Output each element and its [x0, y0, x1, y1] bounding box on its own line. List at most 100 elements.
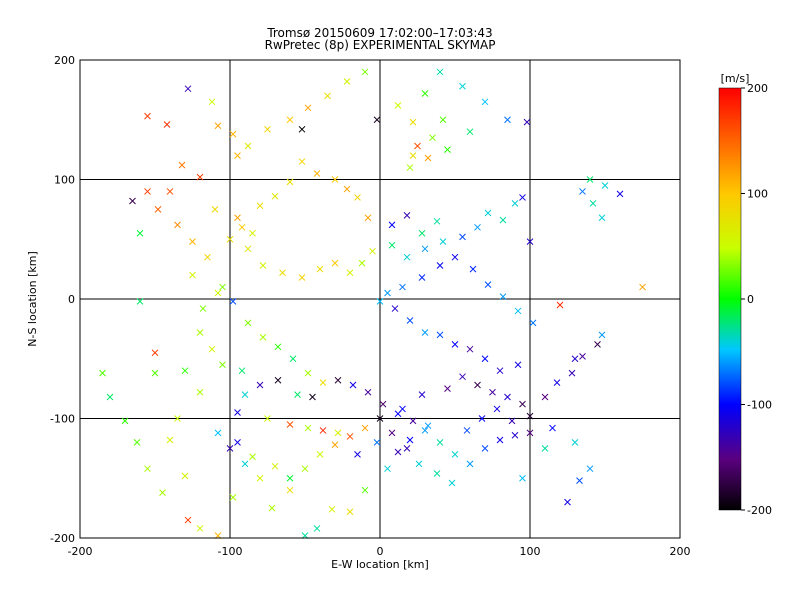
data-point-67: [489, 388, 496, 396]
data-point-184: [493, 405, 501, 413]
data-point-71: [541, 393, 549, 401]
data-point-27: [304, 424, 312, 432]
y-tick-label-4: 200: [54, 54, 75, 67]
data-point-3: [144, 112, 151, 120]
data-point-45: [406, 436, 414, 444]
data-point-83: [406, 317, 414, 324]
data-point-164: [409, 417, 417, 425]
colorbar-label: [m/s]: [721, 72, 750, 85]
data-point-28: [319, 427, 327, 434]
data-point-138: [388, 241, 396, 249]
data-point-203: [189, 238, 196, 245]
data-point-132: [298, 274, 306, 281]
data-point-70: [526, 412, 534, 420]
data-point-126: [256, 202, 264, 210]
data-point-31: [249, 453, 256, 461]
data-point-219: [373, 116, 381, 124]
data-point-117: [388, 221, 396, 229]
data-point-116: [403, 211, 411, 219]
data-point-216: [459, 82, 466, 90]
data-point-125: [271, 192, 279, 200]
data-point-183: [478, 415, 486, 422]
data-point-188: [196, 329, 204, 336]
data-point-157: [304, 369, 312, 377]
data-point-130: [259, 262, 267, 269]
data-point-177: [388, 429, 396, 437]
data-point-34: [181, 472, 189, 480]
data-point-207: [214, 122, 222, 130]
x-axis-label: E-W location [km]: [331, 558, 429, 571]
data-point-202: [204, 253, 211, 261]
data-point-172: [316, 450, 324, 458]
data-point-118: [364, 214, 372, 222]
data-point-193: [174, 415, 181, 422]
data-point-51: [496, 436, 504, 444]
data-point-223: [196, 525, 204, 532]
data-point-143: [474, 223, 481, 231]
data-point-161: [364, 388, 372, 396]
data-point-178: [403, 445, 411, 452]
data-point-82: [421, 329, 429, 336]
data-point-192: [196, 388, 204, 396]
data-point-36: [184, 516, 192, 524]
data-point-128: [226, 235, 234, 243]
data-point-211: [304, 104, 312, 112]
data-point-167: [226, 445, 234, 452]
data-point-206: [144, 188, 151, 195]
data-point-194: [166, 436, 174, 444]
data-point-119: [354, 194, 361, 201]
data-point-24: [234, 409, 241, 416]
data-point-95: [529, 319, 537, 327]
data-point-40: [328, 505, 336, 513]
data-point-176: [376, 415, 384, 422]
data-point-120: [343, 185, 351, 193]
data-point-63: [418, 391, 426, 398]
data-point-42: [361, 486, 369, 494]
data-point-19: [238, 367, 246, 375]
data-point-29: [334, 429, 342, 437]
data-point-209: [264, 125, 271, 133]
data-points: [99, 68, 646, 539]
data-point-214: [361, 68, 369, 76]
data-point-6: [129, 197, 136, 205]
data-point-124: [286, 178, 294, 186]
data-point-179: [415, 460, 423, 468]
data-point-107: [409, 152, 417, 159]
data-point-160: [349, 381, 357, 389]
data-point-213: [343, 78, 351, 85]
data-point-57: [576, 477, 583, 484]
data-point-86: [384, 289, 391, 297]
data-point-11: [234, 214, 241, 222]
data-point-16: [229, 298, 237, 305]
data-point-111: [421, 90, 429, 97]
colorbar-tick-label-3: 100: [747, 188, 768, 201]
colorbar: [718, 87, 742, 511]
data-point-79: [466, 345, 474, 353]
data-point-196: [133, 439, 141, 446]
data-point-61: [354, 450, 361, 458]
data-point-195: [144, 465, 151, 473]
data-point-162: [379, 400, 387, 408]
data-point-106: [424, 154, 432, 162]
colorbar-ticks: -200 -100 0 100 200: [741, 82, 772, 517]
data-point-97: [579, 353, 586, 360]
data-point-122: [313, 170, 321, 177]
data-point-115: [418, 229, 426, 237]
data-point-56: [586, 465, 594, 473]
data-point-191: [241, 391, 249, 398]
x-tick-label-1: -100: [218, 545, 243, 558]
data-point-149: [589, 200, 597, 207]
data-point-198: [106, 393, 114, 401]
data-point-84: [391, 305, 399, 312]
data-point-102: [523, 118, 531, 126]
data-point-20: [256, 381, 264, 389]
data-point-180: [433, 470, 441, 477]
data-point-7: [178, 161, 186, 169]
data-point-14: [189, 271, 196, 279]
data-point-81: [436, 331, 444, 339]
data-point-109: [439, 116, 447, 124]
data-point-170: [286, 486, 294, 494]
data-point-75: [571, 355, 579, 363]
data-point-224: [564, 498, 571, 506]
